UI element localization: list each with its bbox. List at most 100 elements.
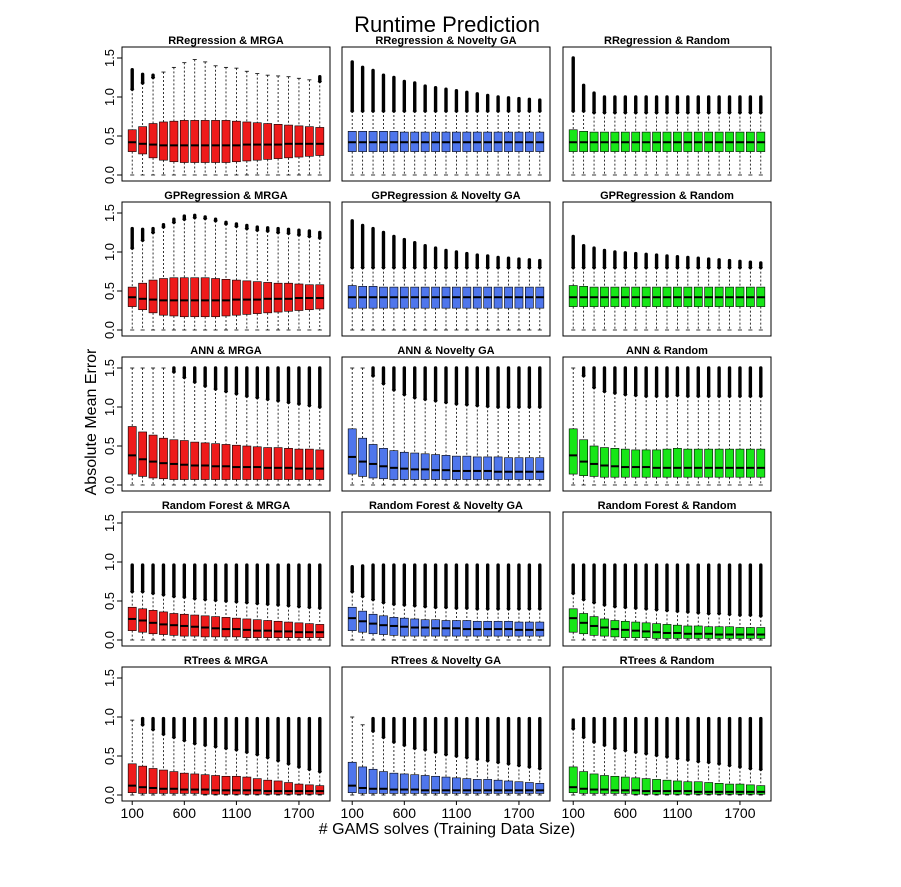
iqr-box xyxy=(641,449,651,478)
iqr-box xyxy=(190,773,200,794)
panel-gpregression-random: GPRegression & Random xyxy=(562,190,772,337)
y-tick-label: 1.5 xyxy=(102,514,117,532)
box-1300 xyxy=(252,73,262,176)
box-900 xyxy=(211,65,220,176)
box-1200 xyxy=(242,563,252,641)
box-700 xyxy=(410,366,420,486)
iqr-box xyxy=(273,282,283,313)
iqr-box xyxy=(610,775,620,794)
iqr-box xyxy=(704,782,714,795)
iqr-box xyxy=(525,782,534,794)
panel-title: Random Forest & Novelty GA xyxy=(369,500,523,512)
box-500 xyxy=(389,75,399,176)
x-tick-label: 600 xyxy=(173,805,197,821)
box-100 xyxy=(347,60,357,176)
iqr-box xyxy=(420,453,430,480)
box-400 xyxy=(379,716,388,796)
iqr-box xyxy=(693,781,703,795)
box-1600 xyxy=(725,258,734,331)
iqr-box xyxy=(263,620,273,638)
iqr-box xyxy=(756,448,766,478)
iqr-box xyxy=(211,616,220,638)
box-1900 xyxy=(535,563,545,641)
box-100 xyxy=(347,367,357,486)
box-600 xyxy=(620,95,630,176)
box-200 xyxy=(579,83,588,176)
box-400 xyxy=(600,563,609,641)
box-1700 xyxy=(514,563,524,641)
box-1900 xyxy=(756,366,766,486)
iqr-box xyxy=(200,120,210,163)
box-900 xyxy=(431,563,440,641)
box-1100 xyxy=(232,716,241,796)
panel-random-forest-mrga: Random Forest & MRGA 0.0 0.5 1.0 1.5 xyxy=(102,500,331,649)
iqr-box xyxy=(568,608,578,633)
box-1400 xyxy=(704,366,714,486)
box-600 xyxy=(399,366,409,486)
panel-title: GPRegression & MRGA xyxy=(164,190,288,202)
box-600 xyxy=(179,716,189,796)
box-500 xyxy=(389,563,399,641)
iqr-box xyxy=(568,129,578,152)
box-800 xyxy=(420,244,430,331)
box-800 xyxy=(420,563,430,641)
iqr-box xyxy=(368,444,378,479)
box-200 xyxy=(138,72,147,176)
iqr-box xyxy=(148,123,158,159)
box-1600 xyxy=(725,366,734,486)
iqr-box xyxy=(347,761,357,793)
iqr-box xyxy=(273,124,283,159)
box-1400 xyxy=(263,226,273,331)
box-1900 xyxy=(535,366,545,486)
iqr-box xyxy=(493,779,503,794)
iqr-box xyxy=(263,282,273,314)
box-1600 xyxy=(504,563,513,641)
box-800 xyxy=(641,252,651,331)
y-tick-label: 1.0 xyxy=(102,708,117,726)
panel-frame xyxy=(341,46,551,182)
iqr-box xyxy=(673,624,682,639)
box-1400 xyxy=(263,563,273,641)
iqr-box xyxy=(462,455,472,480)
box-800 xyxy=(420,366,430,486)
iqr-box xyxy=(641,622,651,638)
box-1300 xyxy=(472,92,482,176)
box-1100 xyxy=(232,563,241,641)
iqr-box xyxy=(683,625,693,639)
box-100 xyxy=(127,563,137,641)
iqr-box xyxy=(138,765,147,794)
box-1800 xyxy=(305,366,314,486)
iqr-box xyxy=(662,779,672,795)
box-1100 xyxy=(673,95,682,176)
iqr-box xyxy=(294,622,304,638)
iqr-box xyxy=(221,444,231,480)
box-1400 xyxy=(483,93,493,176)
box-1500 xyxy=(273,563,283,641)
iqr-box xyxy=(221,775,231,795)
box-1000 xyxy=(441,366,451,486)
box-1200 xyxy=(462,251,472,331)
box-400 xyxy=(379,73,388,176)
iqr-box xyxy=(483,779,493,794)
box-300 xyxy=(589,246,599,331)
box-1800 xyxy=(746,563,755,641)
box-300 xyxy=(368,68,378,176)
iqr-box xyxy=(514,457,524,480)
box-1400 xyxy=(704,716,714,796)
box-1200 xyxy=(462,716,472,796)
box-1100 xyxy=(673,366,682,486)
iqr-box xyxy=(190,120,200,163)
box-100 xyxy=(568,56,578,176)
box-1900 xyxy=(315,366,325,486)
iqr-box xyxy=(535,783,545,794)
box-1000 xyxy=(221,716,231,796)
box-600 xyxy=(179,214,189,331)
box-900 xyxy=(431,85,440,176)
box-1800 xyxy=(746,716,755,796)
box-1400 xyxy=(263,74,273,176)
box-200 xyxy=(579,244,588,331)
box-1300 xyxy=(252,366,262,486)
box-1300 xyxy=(472,716,482,796)
box-1000 xyxy=(221,66,231,176)
box-900 xyxy=(431,246,440,331)
